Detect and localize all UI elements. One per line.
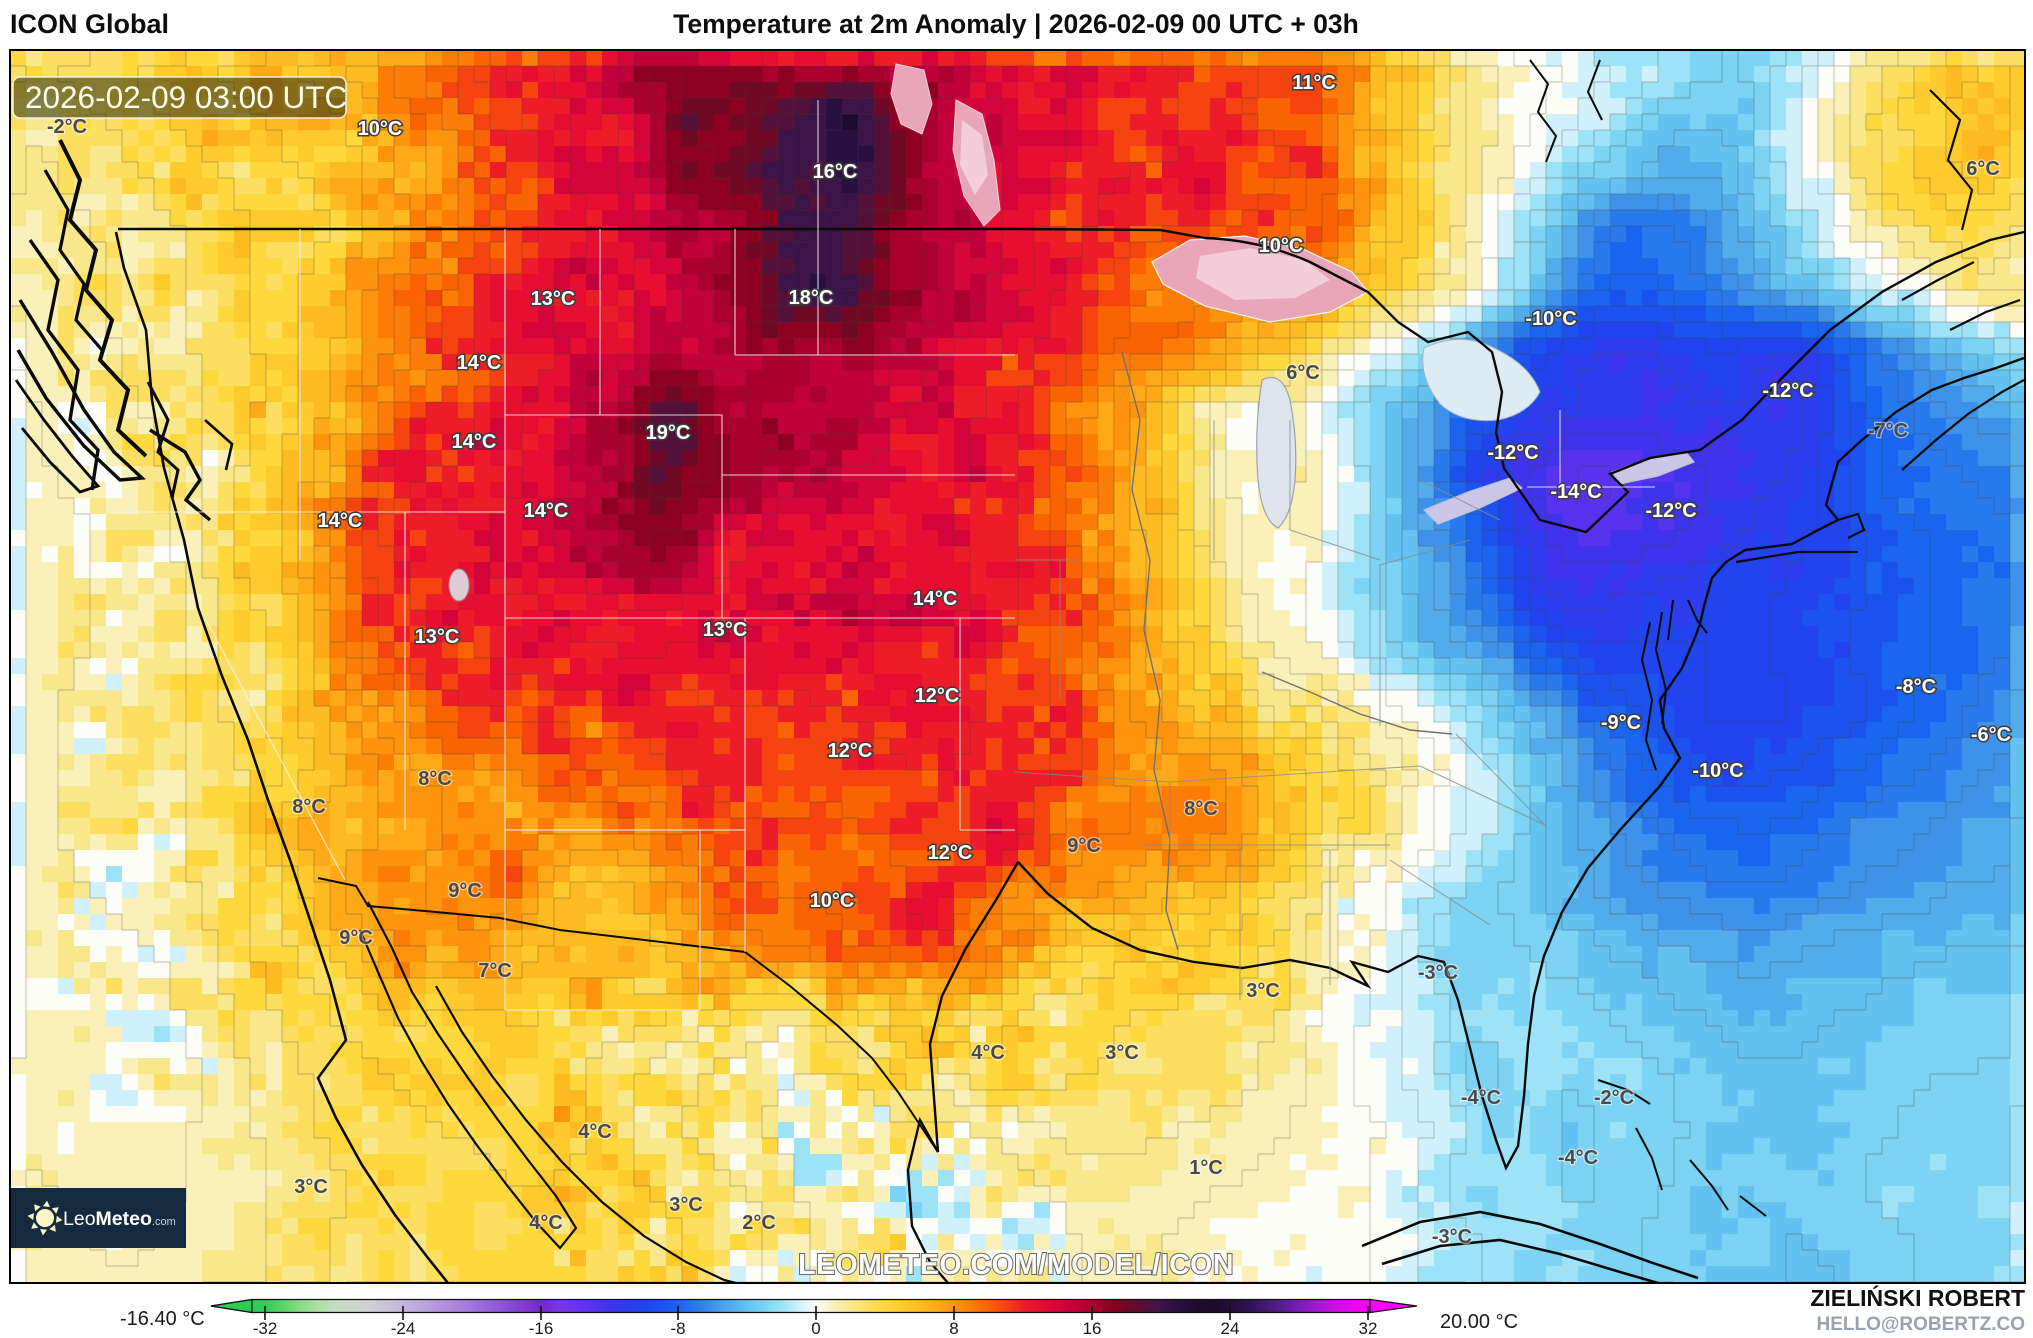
svg-text:-4°C: -4°C xyxy=(1558,1147,1598,1169)
svg-text:4°C: 4°C xyxy=(529,1212,563,1234)
svg-text:20.00 °C: 20.00 °C xyxy=(1440,1311,1518,1333)
svg-text:6°C: 6°C xyxy=(1286,362,1320,384)
svg-text:9°C: 9°C xyxy=(448,880,482,902)
svg-text:-10°C: -10°C xyxy=(1692,760,1743,782)
svg-text:14°C: 14°C xyxy=(318,510,363,532)
svg-text:-4°C: -4°C xyxy=(1461,1087,1501,1109)
svg-text:Temperature at 2m Anomaly | 20: Temperature at 2m Anomaly | 2026-02-09 0… xyxy=(673,9,1359,39)
svg-text:1°C: 1°C xyxy=(1189,1157,1223,1179)
svg-text:-8: -8 xyxy=(670,1319,685,1338)
svg-text:19°C: 19°C xyxy=(646,422,691,444)
svg-text:3°C: 3°C xyxy=(1105,1042,1139,1064)
svg-text:ICON Global: ICON Global xyxy=(10,9,169,39)
svg-text:-16.40 °C: -16.40 °C xyxy=(120,1308,205,1330)
svg-text:-7°C: -7°C xyxy=(1868,420,1908,442)
svg-text:0: 0 xyxy=(811,1319,820,1338)
svg-text:-12°C: -12°C xyxy=(1487,442,1538,464)
svg-text:24: 24 xyxy=(1221,1319,1240,1338)
svg-text:11°C: 11°C xyxy=(1292,72,1336,94)
svg-text:12°C: 12°C xyxy=(928,842,973,864)
svg-text:2026-02-09 03:00 UTC: 2026-02-09 03:00 UTC xyxy=(25,79,347,115)
svg-text:16°C: 16°C xyxy=(813,161,858,183)
svg-text:LEOMETEO.COM/MODEL/ICON: LEOMETEO.COM/MODEL/ICON xyxy=(798,1249,1234,1281)
svg-text:8°C: 8°C xyxy=(292,796,326,818)
svg-text:-6°C: -6°C xyxy=(1971,724,2011,746)
svg-text:9°C: 9°C xyxy=(339,927,373,949)
svg-text:16: 16 xyxy=(1083,1319,1102,1338)
svg-text:14°C: 14°C xyxy=(457,352,502,374)
svg-text:-24: -24 xyxy=(391,1319,416,1338)
svg-text:12°C: 12°C xyxy=(915,685,960,707)
svg-text:10°C: 10°C xyxy=(810,890,855,912)
svg-text:14°C: 14°C xyxy=(524,500,569,522)
svg-text:-3°C: -3°C xyxy=(1432,1226,1472,1248)
svg-text:9°C: 9°C xyxy=(1067,835,1101,857)
svg-text:-10°C: -10°C xyxy=(1525,308,1576,330)
svg-text:6°C: 6°C xyxy=(1966,158,2000,180)
svg-text:18°C: 18°C xyxy=(789,287,834,309)
svg-text:10°C: 10°C xyxy=(358,118,403,140)
svg-text:ZIELIŃSKI ROBERT: ZIELIŃSKI ROBERT xyxy=(1810,1284,2025,1311)
svg-text:-3°C: -3°C xyxy=(1418,962,1458,984)
svg-text:8: 8 xyxy=(949,1319,958,1338)
svg-text:14°C: 14°C xyxy=(452,431,497,453)
svg-text:12°C: 12°C xyxy=(828,740,873,762)
svg-text:3°C: 3°C xyxy=(294,1176,328,1198)
svg-text:-8°C: -8°C xyxy=(1896,676,1936,698)
svg-text:14°C: 14°C xyxy=(913,588,958,610)
svg-text:LeoMeteo.com: LeoMeteo.com xyxy=(63,1208,176,1230)
svg-text:13°C: 13°C xyxy=(415,626,460,648)
svg-text:-9°C: -9°C xyxy=(1601,712,1641,734)
svg-text:-2°C: -2°C xyxy=(1594,1087,1634,1109)
svg-text:32: 32 xyxy=(1359,1319,1378,1338)
svg-text:7°C: 7°C xyxy=(478,960,512,982)
svg-text:3°C: 3°C xyxy=(669,1194,703,1216)
svg-text:-16: -16 xyxy=(529,1319,554,1338)
svg-text:-32: -32 xyxy=(253,1319,278,1338)
svg-text:-12°C: -12°C xyxy=(1645,500,1696,522)
svg-text:4°C: 4°C xyxy=(971,1042,1005,1064)
svg-text:8°C: 8°C xyxy=(418,768,452,790)
svg-text:13°C: 13°C xyxy=(531,288,576,310)
svg-text:8°C: 8°C xyxy=(1184,798,1218,820)
svg-text:-12°C: -12°C xyxy=(1762,380,1813,402)
svg-text:HELLO@ROBERTZ.CO: HELLO@ROBERTZ.CO xyxy=(1816,1314,2025,1335)
svg-text:2°C: 2°C xyxy=(742,1212,776,1234)
svg-text:13°C: 13°C xyxy=(703,619,748,641)
svg-text:-14°C: -14°C xyxy=(1550,481,1601,503)
svg-text:3°C: 3°C xyxy=(1246,980,1280,1002)
svg-text:10°C: 10°C xyxy=(1259,235,1304,257)
svg-text:4°C: 4°C xyxy=(578,1121,612,1143)
svg-text:-2°C: -2°C xyxy=(47,116,87,138)
